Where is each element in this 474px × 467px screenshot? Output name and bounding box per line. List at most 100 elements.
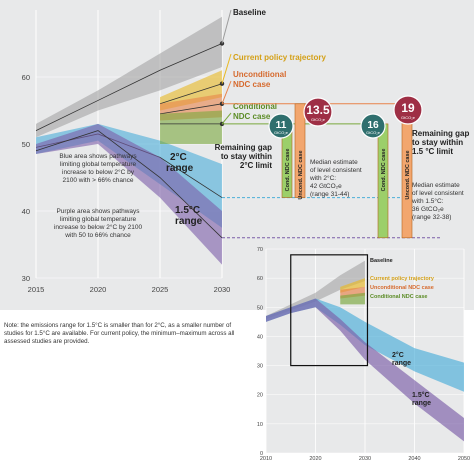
inset-y-tick-label: 10 — [257, 422, 263, 428]
inset-label-current-policy: Current policy trajectory — [370, 276, 435, 282]
gap-2c-title-line: 2°C limit — [240, 161, 272, 170]
main-x-tick-label: 2025 — [152, 285, 169, 294]
label-conditional-2: NDC case — [233, 112, 271, 121]
gap-bar-label: Uncond. NDC case — [298, 150, 304, 199]
inset-y-tick-label: 40 — [257, 334, 263, 340]
band-inset-15c — [266, 298, 464, 442]
inset-y-tick-label: 0 — [260, 451, 263, 457]
gap-2c-title-line: to stay within — [221, 152, 272, 161]
line-baseline — [35, 43, 223, 131]
inset-y-tick-label: 60 — [257, 276, 263, 282]
footnote: Note: the emissions range for 1.5°C is s… — [4, 322, 235, 345]
inset-label-baseline: Baseline — [370, 258, 393, 264]
median-2c-line: (range 31-44) — [310, 191, 349, 198]
gap-circle-11 — [268, 113, 294, 139]
label-unconditional-2: NDC case — [233, 80, 271, 89]
inset-y-tick-label: 20 — [257, 393, 263, 399]
band-2c — [36, 123, 222, 228]
blue-note-line: increase to below 2°C by — [62, 168, 135, 176]
inset-label-conditional: Conditional NDC case — [370, 294, 427, 300]
median-2c-line: with 2°C: — [309, 174, 336, 182]
gap-unit-16: GtCO₂e — [366, 130, 381, 135]
gap-annotations: Cond. NDC case Uncond. NDC case Cond. NDC … — [215, 95, 469, 239]
main-x-ticks: 2015 2020 2025 2030 — [28, 285, 231, 294]
gap-unit-11: GtCO₂e — [274, 130, 289, 135]
blue-note-line: limiting global temperature — [60, 161, 137, 168]
label-baseline: Baseline — [233, 8, 266, 17]
median-2c-line: Median estimate — [310, 159, 358, 166]
gap-15c-title-line: to stay within — [412, 138, 463, 147]
inset-label-unconditional: Unconditional NDC case — [370, 285, 434, 291]
band-baseline — [36, 16, 222, 138]
gap-15c-title-line: Remaining gap — [412, 129, 469, 138]
gap-circle-19 — [393, 95, 423, 125]
label-current-policy: Current policy trajectory — [233, 53, 326, 62]
gap-unit-13-5: GtCO₂e — [311, 117, 326, 122]
inset-label-2c: range — [392, 360, 411, 367]
median-2c-line: 42 GtCO₂e — [310, 183, 342, 190]
main-y-tick-label: 60 — [22, 73, 30, 82]
gap-value-11: 11 — [276, 120, 287, 131]
purple-note-line: Purple area shows pathways — [56, 208, 140, 215]
gap-bar-unc-2c — [294, 103, 306, 198]
inset-x-tick-label: 2020 — [309, 456, 321, 460]
inset-label-15c: 1.5°C — [412, 391, 430, 399]
band-conditional — [160, 110, 222, 144]
inset-x-tick-label: 2050 — [458, 456, 470, 460]
inset-x-tick-label: 2030 — [359, 456, 371, 460]
main-y-tick-label: 40 — [22, 207, 30, 216]
gap-value-19: 19 — [401, 101, 415, 115]
connector-unconditional — [221, 80, 232, 104]
median-15c-line: Median estimate — [412, 182, 460, 189]
inset-y-tick-label: 70 — [257, 247, 263, 253]
purple-note-line: limiting global temperature — [60, 216, 137, 223]
gap-bar-label: Uncond. NDC case — [405, 150, 411, 199]
line-unconditional — [159, 103, 223, 115]
median-15c-line: with 1.5°C: — [411, 197, 444, 205]
median-2c-line: of level consistent — [310, 167, 362, 174]
gap-unit-19: GtCO₂e — [401, 115, 416, 120]
main-bands — [35, 9, 232, 265]
blue-note-line: Blue area shows pathways — [59, 153, 137, 160]
gap-bar-label: Cond. NDC case — [285, 149, 291, 192]
inset-bands — [266, 254, 464, 442]
inset-y-tick-label: 50 — [257, 305, 263, 311]
main-chart: 30 40 50 60 2015 2020 2025 2030 Baseline Curre… — [22, 8, 470, 294]
label-unconditional-1: Unconditional — [233, 70, 286, 79]
gap-15c-title-line: 1.5 °C limit — [412, 147, 453, 156]
label-2c-1: 2°C — [170, 152, 187, 163]
gap-circle-16 — [360, 113, 386, 139]
gap-circle-13-5 — [303, 97, 333, 127]
purple-note-line: increase to below 2°C by 2100 — [54, 223, 143, 231]
main-x-tick-label: 2020 — [90, 285, 107, 294]
purple-note-line: with 50 to 66% chance — [64, 232, 131, 239]
inset-label-15c: range — [412, 400, 431, 407]
inset-zoom-box — [290, 254, 369, 367]
connector-baseline — [221, 9, 232, 44]
label-2c-2: range — [166, 163, 194, 174]
gap-2c-title-line: Remaining gap — [215, 143, 272, 152]
inset-x-tick-label: 2040 — [408, 456, 420, 460]
line-15c — [35, 130, 223, 239]
connector-current-policy — [221, 53, 232, 84]
median-15c-line: of level consistent — [412, 190, 464, 197]
inset-x-tick-label: 2010 — [260, 456, 272, 460]
median-15c-line: (range 32-38) — [412, 214, 451, 221]
blue-note-line: 2100 with > 66% chance — [62, 177, 133, 184]
label-conditional-1: Conditional — [233, 102, 277, 111]
main-x-tick-label: 2030 — [214, 285, 231, 294]
gap-value-13-5: 13.5 — [306, 103, 330, 117]
label-15c-2: range — [175, 216, 203, 227]
label-15c-1: 1.5°C — [175, 205, 200, 216]
median-15c-line: 36 GtCO₂e — [412, 206, 444, 213]
inset-label-2c: 2°C — [392, 351, 404, 359]
inset-labels: Baseline Current policy trajectory Uncondi… — [370, 258, 435, 407]
